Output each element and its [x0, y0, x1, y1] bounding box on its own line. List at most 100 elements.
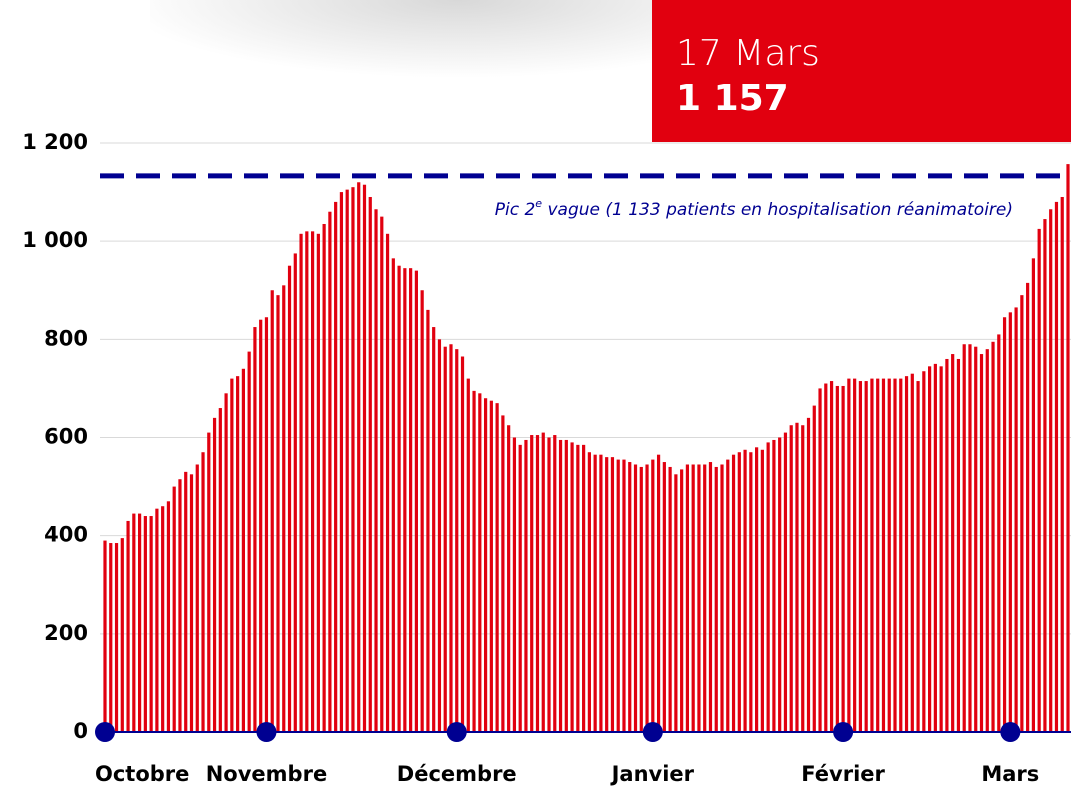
bar [345, 189, 349, 733]
bar [195, 464, 199, 732]
bar [847, 378, 851, 732]
bar [316, 233, 320, 732]
bar [466, 378, 470, 732]
bar [489, 400, 493, 732]
bar [737, 452, 741, 732]
bar [339, 192, 344, 733]
bar [224, 393, 228, 732]
bar [593, 454, 597, 732]
bar [582, 444, 586, 732]
bar [610, 457, 615, 732]
bar [651, 459, 655, 732]
bar [731, 454, 736, 732]
y-tick-label: 0 [73, 719, 88, 743]
bar [564, 439, 568, 732]
bar [276, 295, 280, 732]
x-tick-label: Février [801, 762, 885, 786]
bar [772, 439, 776, 732]
bar [391, 258, 395, 732]
bar [974, 346, 978, 732]
bar [680, 469, 684, 732]
bar [985, 349, 989, 732]
bar [766, 442, 770, 732]
bar [1066, 164, 1070, 732]
bar [685, 464, 690, 732]
bar [512, 437, 517, 732]
bar [1043, 219, 1047, 732]
bar [409, 268, 413, 732]
superscript: e [535, 197, 542, 210]
bar [853, 378, 857, 732]
bar [570, 442, 574, 732]
bar [916, 381, 920, 732]
bar [910, 373, 914, 732]
bar [541, 432, 545, 732]
bar [172, 486, 176, 732]
bar [956, 358, 961, 732]
bar [622, 459, 626, 732]
callout-value: 1 157 [676, 78, 789, 119]
bar [720, 464, 724, 732]
bar [334, 201, 338, 732]
bar [103, 540, 107, 732]
bar [241, 368, 245, 732]
bar [264, 317, 269, 732]
bar [310, 231, 315, 732]
bar [518, 444, 522, 732]
bar [247, 351, 251, 732]
bar [703, 464, 707, 732]
month-dot [833, 722, 854, 742]
bar [230, 378, 234, 732]
bar [691, 464, 695, 732]
bar [933, 363, 937, 732]
bar [945, 358, 949, 732]
bar [904, 376, 909, 732]
bar [979, 354, 984, 732]
bar [460, 356, 465, 732]
bar [414, 270, 418, 732]
bar [841, 385, 845, 732]
bar [997, 334, 1001, 732]
y-tick-label: 200 [44, 621, 88, 645]
bar [270, 290, 274, 732]
bar [207, 432, 211, 732]
bar [628, 462, 632, 732]
bar [656, 454, 661, 732]
y-tick-label: 1 200 [22, 130, 88, 154]
label-part: Pic 2 [495, 200, 536, 220]
bar [668, 466, 672, 732]
bar [351, 187, 355, 733]
bar [455, 349, 459, 732]
bar [708, 462, 713, 732]
bar [1037, 228, 1041, 733]
bar [472, 390, 476, 732]
bar [495, 403, 499, 732]
bar [299, 233, 303, 732]
bar [824, 383, 828, 732]
bar [1014, 307, 1018, 732]
bar [864, 381, 868, 732]
bar [1054, 201, 1059, 732]
bar [426, 309, 430, 732]
x-tick-label: Janvier [610, 762, 695, 786]
bar [120, 538, 124, 732]
bar [362, 184, 367, 733]
bar [380, 216, 384, 732]
bar [432, 327, 436, 732]
bar [587, 452, 591, 732]
bar [951, 354, 955, 732]
bar [662, 462, 666, 732]
bar [1020, 295, 1024, 732]
bar [189, 474, 194, 732]
bar [1026, 282, 1030, 732]
bar [443, 346, 447, 732]
bar [161, 506, 165, 732]
month-dot [1000, 722, 1021, 742]
bar [218, 408, 222, 732]
bar [1060, 196, 1064, 732]
bar [201, 452, 205, 732]
bar [801, 425, 805, 732]
y-tick-label: 800 [44, 326, 88, 350]
bar [812, 405, 816, 732]
bar [212, 417, 217, 732]
